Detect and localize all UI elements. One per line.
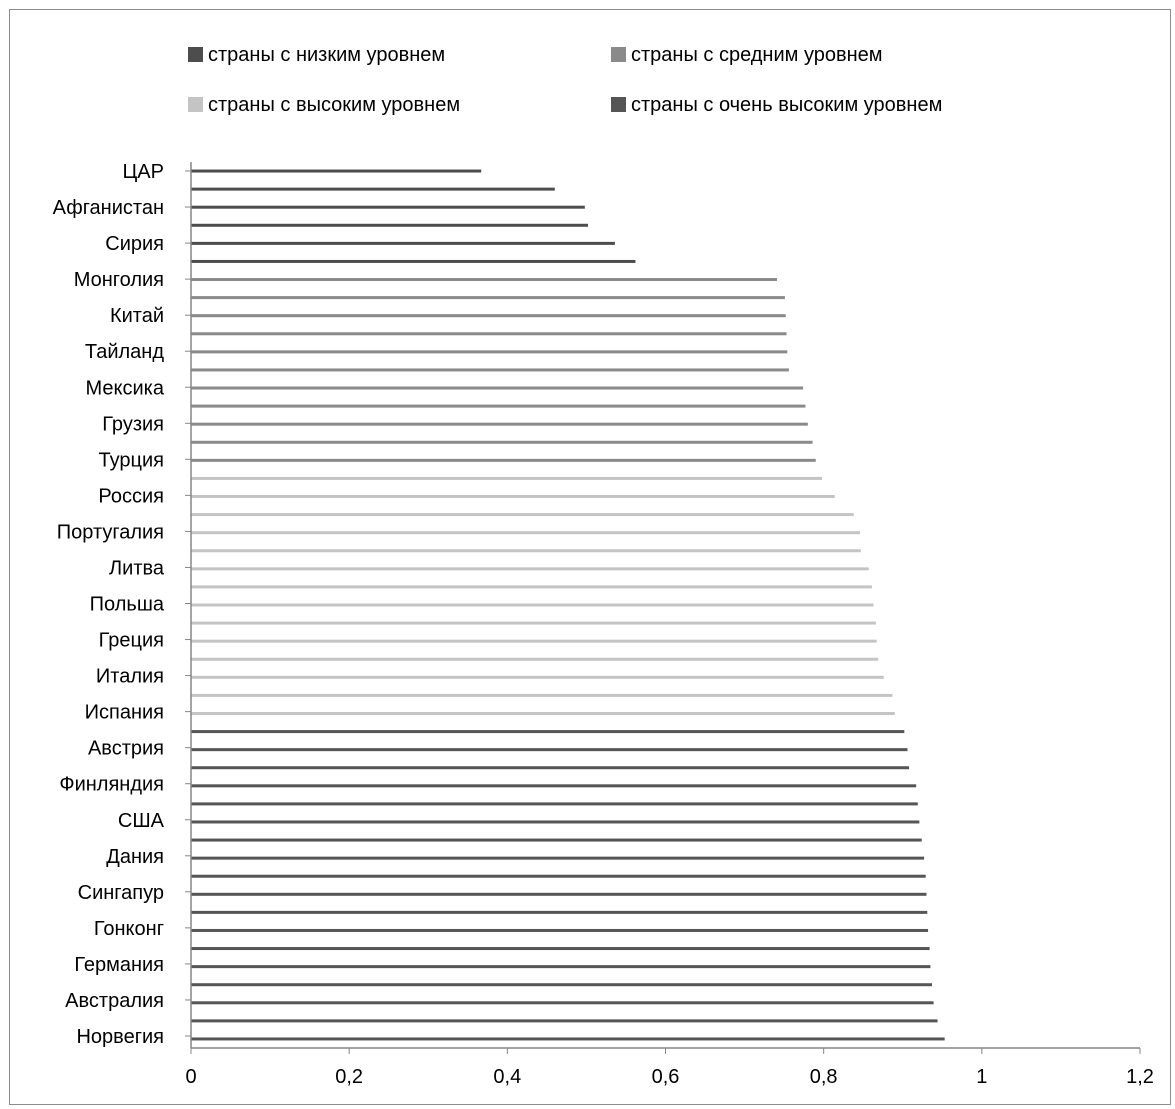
- bar: [191, 296, 785, 300]
- bar: [191, 169, 482, 173]
- bar: [191, 350, 788, 354]
- bars: [191, 169, 945, 1041]
- bar: [191, 802, 918, 806]
- category-label: ЦАР: [123, 161, 164, 183]
- bar: [191, 495, 835, 499]
- bar: [191, 549, 861, 553]
- bar: [191, 241, 615, 245]
- category-label: Мексика: [86, 377, 165, 399]
- category-label: Тайланд: [85, 341, 164, 363]
- category-label: Дания: [106, 846, 164, 868]
- category-label: Грузия: [102, 413, 164, 435]
- bar: [191, 585, 872, 589]
- legend-swatch: [611, 97, 626, 112]
- bar: [191, 513, 854, 517]
- x-tick-label: 0,4: [493, 1066, 521, 1088]
- category-label: Португалия: [57, 521, 164, 543]
- legend-label: страны с низким уровнем: [208, 44, 445, 66]
- bar: [191, 621, 876, 625]
- bar: [191, 223, 588, 227]
- bar: [191, 567, 869, 571]
- bar: [191, 657, 879, 661]
- category-label: Италия: [96, 666, 164, 688]
- bar: [191, 603, 874, 607]
- bar: [191, 892, 927, 896]
- bar: [191, 476, 823, 480]
- category-label: Литва: [109, 557, 165, 579]
- category-label: Афганистан: [53, 197, 164, 219]
- bar: [191, 965, 931, 969]
- bar: [191, 259, 636, 263]
- bar: [191, 856, 925, 860]
- x-tick-label: 0,2: [335, 1066, 363, 1088]
- bar: [191, 458, 816, 462]
- bar: [191, 332, 787, 336]
- bar: [191, 1037, 945, 1041]
- bar: [191, 187, 555, 191]
- bar: [191, 711, 895, 715]
- legend-label: страны с очень высоким уровнем: [631, 94, 942, 116]
- bar: [191, 910, 928, 914]
- legend-label: страны с высоким уровнем: [208, 94, 460, 116]
- bar: [191, 278, 778, 282]
- x-tick-label: 0,6: [652, 1066, 680, 1088]
- bar: [191, 928, 929, 932]
- category-label: Сингапур: [78, 882, 164, 904]
- legend: страны с низким уровнем страны с средним …: [188, 44, 942, 116]
- category-label: Польша: [90, 594, 165, 616]
- bar: [191, 368, 789, 372]
- legend-swatch: [611, 47, 626, 62]
- bar: [191, 947, 930, 951]
- category-label: Россия: [98, 485, 164, 507]
- x-tick-label: 1: [976, 1066, 987, 1088]
- bar: [191, 874, 926, 878]
- bar: [191, 386, 804, 390]
- category-label: Испания: [85, 702, 164, 724]
- category-label: Монголия: [74, 269, 164, 291]
- x-tick-labels: 0 0,2 0,4 0,6 0,8 1 1,2: [185, 1048, 1154, 1088]
- legend-swatch: [188, 47, 203, 62]
- bar: [191, 730, 905, 734]
- bar: [191, 639, 877, 643]
- category-labels: ЦАР Афганистан Сирия Монголия Китай Тайланд Ме…: [53, 161, 191, 1048]
- bar: [191, 675, 884, 679]
- bar: [191, 983, 933, 987]
- bar: [191, 748, 908, 752]
- bar: [191, 404, 806, 408]
- bar: [191, 693, 893, 697]
- legend-swatch: [188, 97, 203, 112]
- category-label: Австрия: [88, 738, 164, 760]
- category-label: Финляндия: [59, 774, 164, 796]
- x-tick-label: 0: [185, 1066, 196, 1088]
- chart-frame: [9, 9, 1171, 1105]
- legend-label: страны с средним уровнем: [631, 44, 883, 66]
- bar: [191, 205, 585, 209]
- x-tick-label: 0,8: [810, 1066, 838, 1088]
- bar: [191, 766, 910, 770]
- bar: [191, 820, 920, 824]
- bar: [191, 838, 922, 842]
- category-label: Гонконг: [94, 918, 164, 940]
- bar: [191, 531, 861, 535]
- category-label: Норвегия: [76, 1026, 164, 1048]
- x-tick-label: 1,2: [1126, 1066, 1154, 1088]
- bar: [191, 784, 917, 788]
- bar: [191, 1019, 938, 1023]
- category-label: Турция: [99, 449, 164, 471]
- category-label: США: [118, 810, 165, 832]
- bar: [191, 440, 813, 444]
- bar: [191, 314, 786, 318]
- bar: [191, 422, 808, 426]
- bar: [191, 1001, 934, 1005]
- category-label: Греция: [99, 630, 164, 652]
- category-label: Германия: [74, 954, 164, 976]
- category-label: Китай: [110, 305, 164, 327]
- category-label: Австралия: [65, 990, 164, 1012]
- category-label: Сирия: [105, 233, 164, 255]
